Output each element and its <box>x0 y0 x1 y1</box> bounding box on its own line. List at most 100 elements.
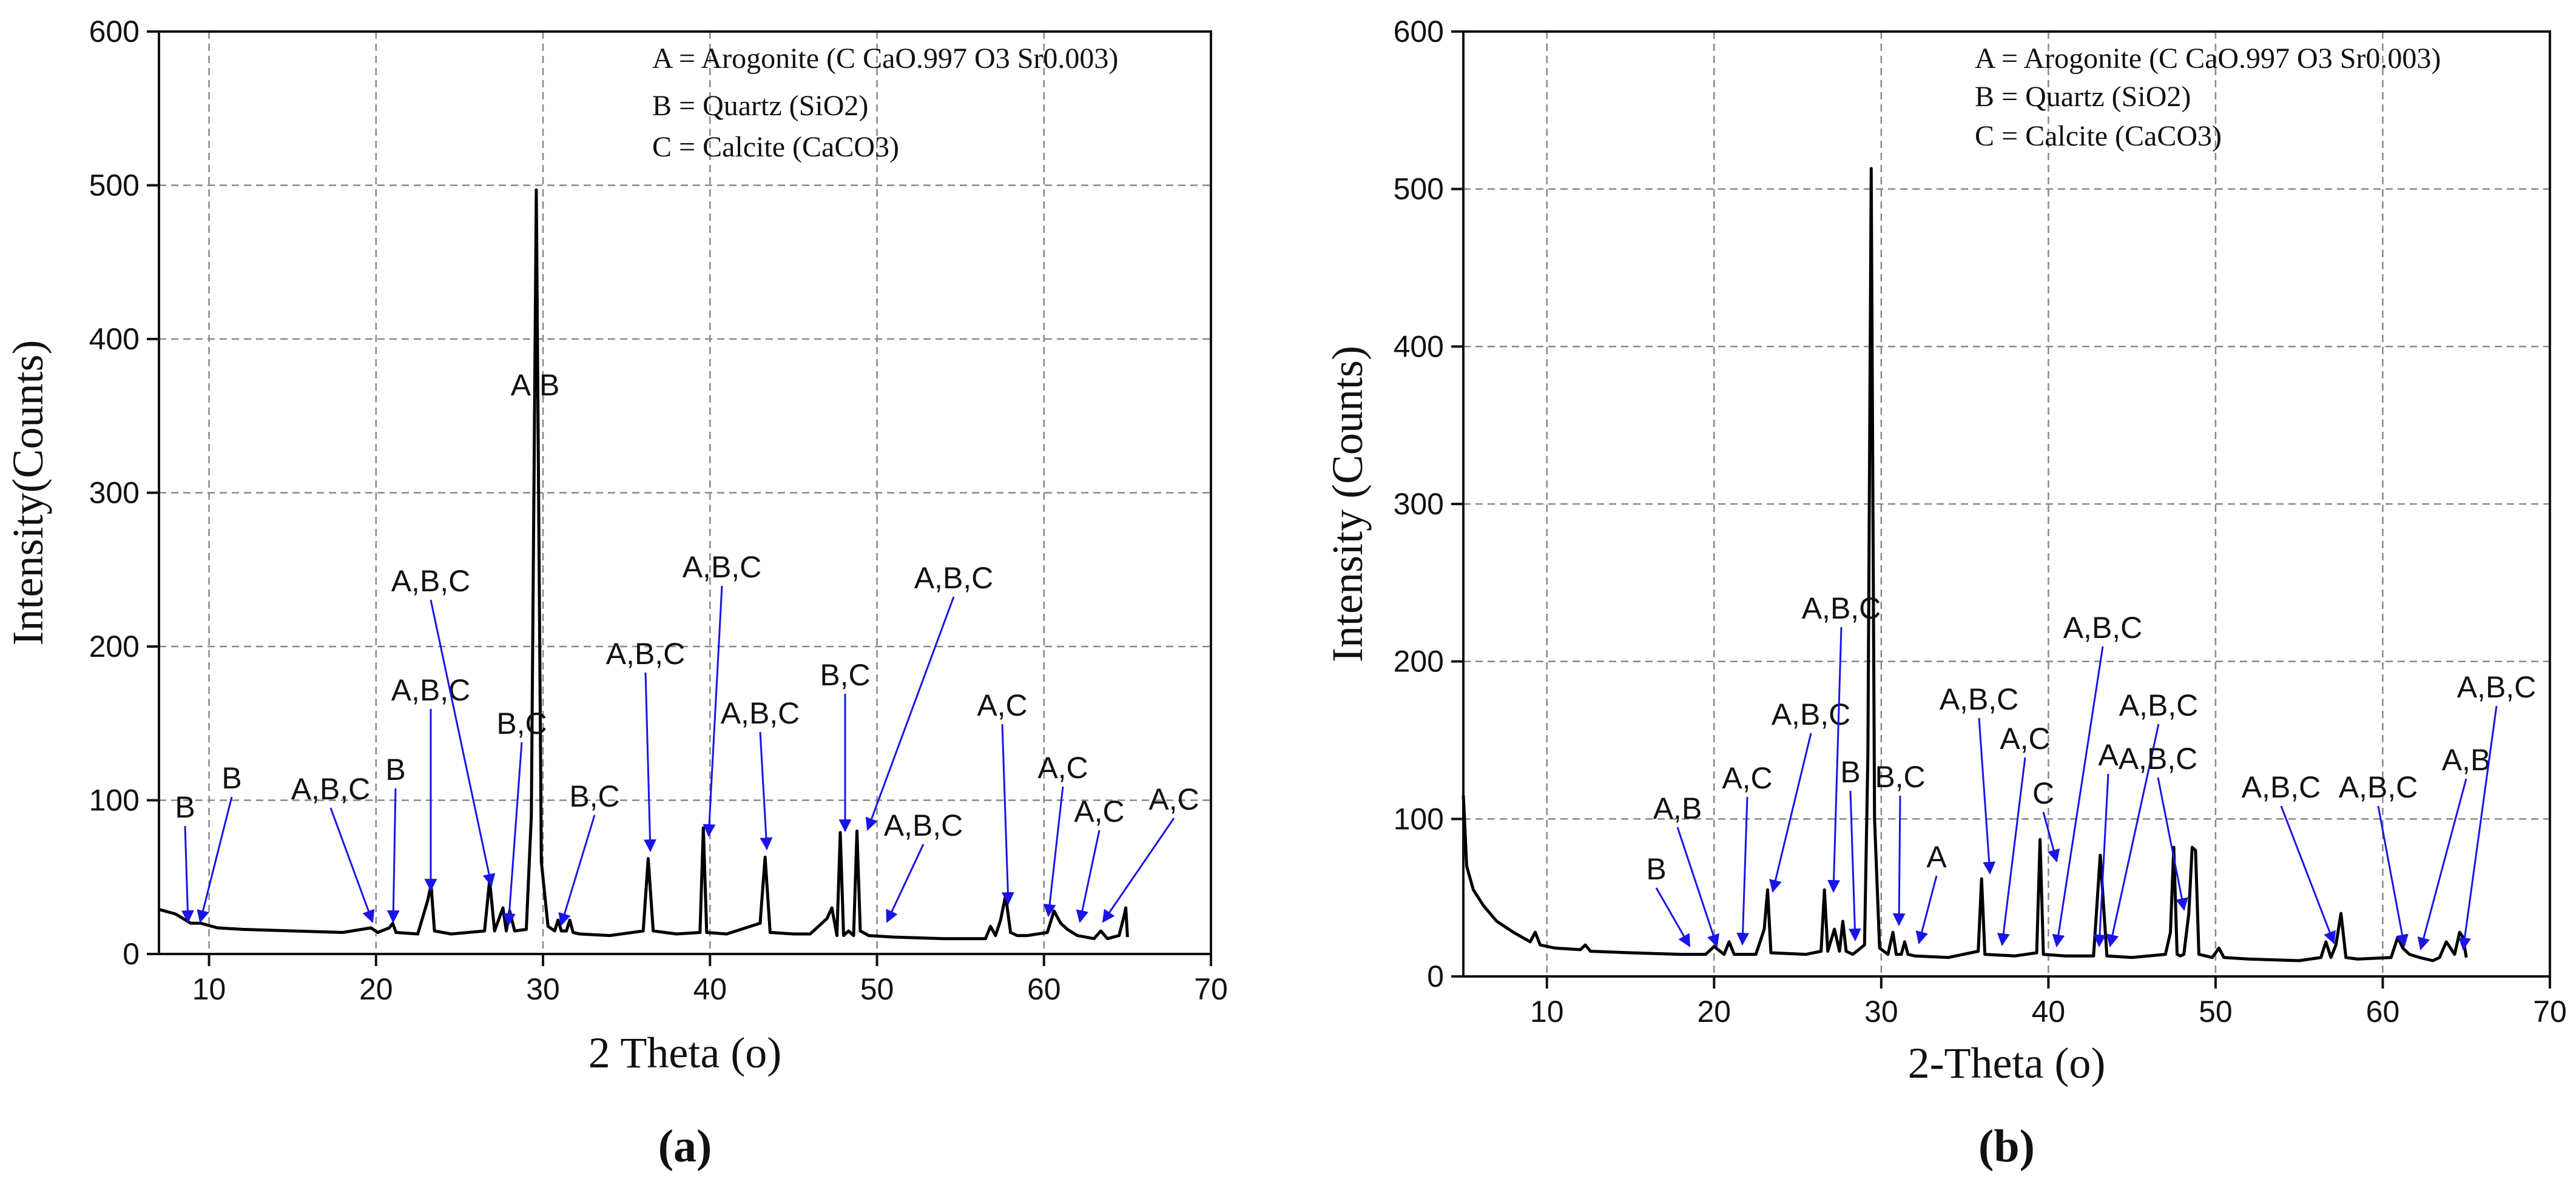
peak-annotation-label: A,B,C <box>606 637 686 671</box>
peak-annotation-arrow <box>886 844 925 923</box>
y-tick-label: 200 <box>89 630 140 663</box>
peak-annotation-arrow <box>2458 705 2498 951</box>
x-tick-label: 50 <box>860 972 894 1006</box>
peak-annotation-arrow <box>502 742 523 927</box>
peak-annotation-arrow <box>1997 757 2026 947</box>
x-tick-label: 70 <box>1194 972 1228 1006</box>
peak-annotation-label: A,C <box>977 688 1027 722</box>
y-tick-label: 300 <box>89 476 140 510</box>
x-tick-label: 10 <box>1530 995 1564 1029</box>
peak-annotation-arrow <box>2052 646 2104 948</box>
peak-annotation-label: B <box>385 753 405 787</box>
peak-annotation-label: A,B,C <box>914 561 994 595</box>
peak-annotation-arrow <box>2377 805 2409 948</box>
x-tick-label: 60 <box>2366 995 2400 1029</box>
peak-annotation-arrow <box>197 796 233 924</box>
peak-annotation-arrow <box>1655 887 1691 947</box>
peak-annotation-arrow <box>1827 626 1843 893</box>
peak-annotation-label: A,B,C <box>1802 591 1881 625</box>
peak-annotation-label: A,B,C <box>721 696 800 730</box>
legend-entry: C = Calcite (CaCO3) <box>1975 120 2222 152</box>
x-tick-label: 50 <box>2199 995 2233 1029</box>
peak-annotation-label: C <box>2032 776 2054 810</box>
peak-annotation-arrow <box>865 596 955 831</box>
x-tick-label: 10 <box>192 972 226 1006</box>
peak-annotation-arrow <box>1978 717 1996 875</box>
legend-entry: B = Quartz (SiO2) <box>652 90 868 122</box>
series-line <box>158 188 1129 941</box>
peak-annotation-label: A,C <box>2000 722 2050 756</box>
y-axis-label: Intensity (Counts) <box>1323 346 1372 662</box>
y-tick-label: 100 <box>89 784 140 818</box>
peak-annotation-arrow <box>1892 795 1906 927</box>
peak-annotation-label: A,B,C <box>391 564 471 598</box>
x-tick-label: 60 <box>1027 972 1061 1006</box>
peak-annotation-label: B,C <box>569 779 619 813</box>
legend-entry: C = Calcite (CaCO3) <box>652 131 899 163</box>
y-tick-label: 600 <box>1394 15 1444 49</box>
peak-annotation-arrow <box>181 825 194 924</box>
peak-annotation-label: A <box>2098 738 2119 772</box>
y-tick-label: 600 <box>89 15 140 49</box>
peak-annotation-label: A,B,C <box>884 808 963 842</box>
peak-annotation-label: A,C <box>1148 782 1199 816</box>
peak-annotation-label: A,C <box>1074 794 1124 828</box>
legend-entry: B = Quartz (SiO2) <box>1975 81 2191 113</box>
x-tick-label: 20 <box>359 972 393 1006</box>
peak-annotation-arrow <box>2106 724 2160 948</box>
peak-annotation-label: A,C <box>1722 761 1772 795</box>
peak-annotation-label: A,B,C <box>1772 697 1851 731</box>
y-tick-label: 400 <box>1394 329 1444 363</box>
peak-annotation-arrow <box>2280 805 2336 944</box>
y-tick-label: 0 <box>1427 959 1444 993</box>
peak-annotation-label: A,B,C <box>2119 742 2198 776</box>
peak-annotation-label: B,C <box>1875 760 1925 794</box>
peak-annotation-label: B <box>221 761 241 795</box>
peak-annotation-arrow <box>329 807 375 923</box>
x-tick-label: 30 <box>1864 995 1898 1029</box>
peak-annotation-label: A,B <box>1653 791 1702 825</box>
legend-entry: A = Arogonite (C CaO.997 O3 Sr0.003) <box>652 42 1118 75</box>
peak-annotation-label: A,B,C <box>2339 770 2418 804</box>
peak-annotation-arrow <box>1848 790 1861 942</box>
peak-annotation-arrow <box>558 814 596 927</box>
peak-annotation-arrow <box>1001 724 1014 905</box>
peak-annotation-arrow <box>643 672 656 853</box>
legend-entry: A = Arogonite (C CaO.997 O3 Sr0.003) <box>1975 42 2441 75</box>
y-tick-label: 200 <box>1394 645 1444 679</box>
peak-annotation-arrow <box>1102 818 1175 923</box>
peak-annotation-label: A,B,C <box>291 772 371 806</box>
peak-annotation-arrow <box>1769 733 1812 893</box>
x-axis-label: 2-Theta (o) <box>1908 1039 2106 1087</box>
x-tick-label: 30 <box>526 972 560 1006</box>
y-axis-label: Intensity(Counts) <box>4 340 52 646</box>
peak-annotation-label: A,B <box>2442 743 2491 777</box>
x-tick-label: 20 <box>1697 995 1731 1029</box>
y-tick-label: 100 <box>1394 802 1444 836</box>
peak-annotation-arrow <box>1076 830 1101 924</box>
peak-annotation-label: A,B,C <box>683 550 762 584</box>
peak-annotation-label: A,B,C <box>2119 688 2199 722</box>
peak-annotation-label: B <box>1646 852 1666 886</box>
peak-annotation-arrow <box>1736 796 1750 946</box>
peak-annotation-arrow <box>2417 778 2467 951</box>
peak-annotation-label: A,B,C <box>2063 611 2143 645</box>
peak-annotation-label: A,B,C <box>2242 770 2321 804</box>
y-tick-label: 0 <box>123 937 140 971</box>
peak-annotation-label: B,C <box>496 707 547 741</box>
panel-label: (a) <box>658 1121 712 1172</box>
series-line <box>1462 167 2468 962</box>
peak-annotation-arrow <box>2093 773 2109 948</box>
peak-annotation-label: A,B,C <box>391 673 471 707</box>
x-tick-label: 70 <box>2533 995 2567 1029</box>
panel-b: 10 20 30 40 50 60 70 0 100 200 300 400 500 600 2-Theta… <box>1323 15 2567 1172</box>
x-tick-label: 40 <box>693 972 727 1006</box>
peak-annotation-label: B <box>1840 755 1860 789</box>
peak-annotation-label: A,B,C <box>1940 682 2019 716</box>
x-tick-label: 40 <box>2032 995 2066 1029</box>
y-tick-label: 400 <box>89 322 140 356</box>
peak-annotation-arrow <box>430 599 496 887</box>
peak-annotation-label: A,B <box>511 368 560 402</box>
